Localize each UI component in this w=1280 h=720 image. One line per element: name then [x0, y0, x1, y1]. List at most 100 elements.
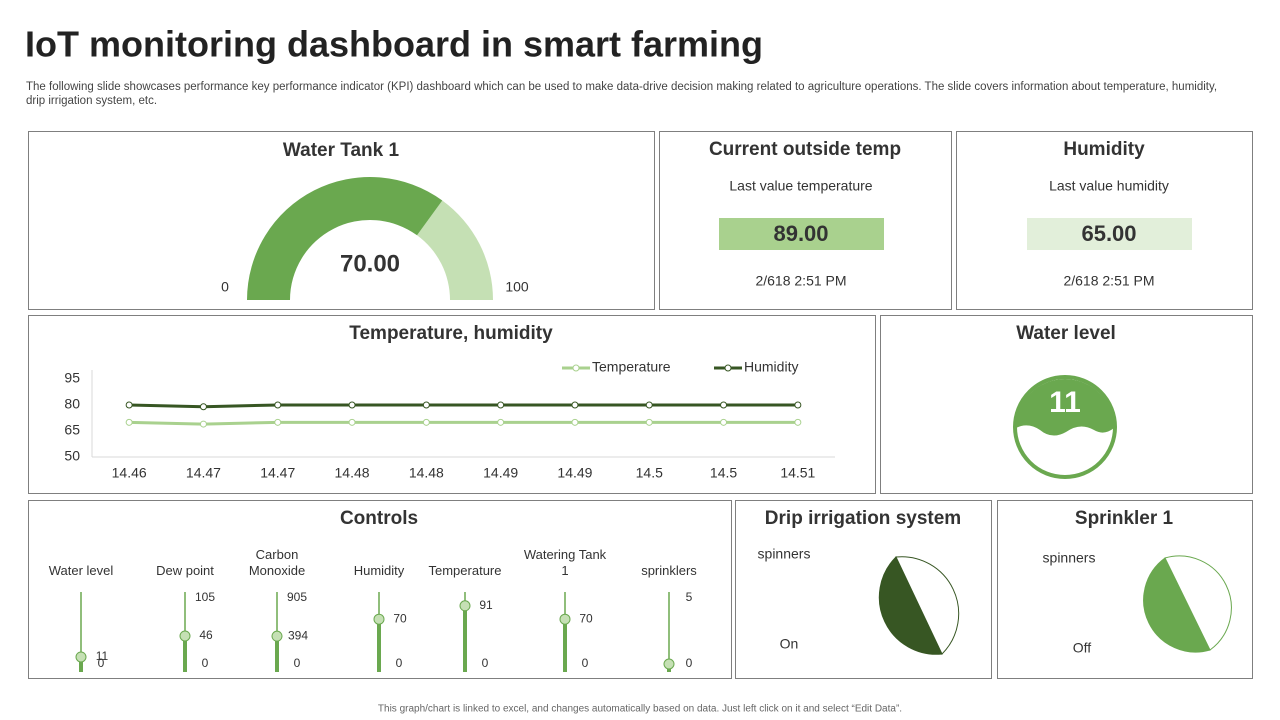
slider-label: sprinklers	[641, 563, 697, 578]
slider-knob[interactable]	[373, 613, 385, 625]
point	[125, 401, 133, 409]
slider-knob[interactable]	[75, 651, 87, 663]
panel	[28, 500, 732, 679]
kpi-value: 65.00	[1081, 221, 1136, 246]
slider-min: 0	[686, 656, 693, 670]
water-level-value: 11	[1049, 386, 1081, 419]
timestamp: 2/618 2:51 PM	[755, 273, 846, 289]
footer: This graph/chart is linked to excel, and…	[378, 704, 902, 715]
x-tick-label: 14.48	[409, 465, 444, 481]
slider-min: 0	[482, 656, 489, 670]
slider-value: 70	[393, 611, 407, 625]
slider-label: Watering Tank 1	[523, 547, 607, 578]
slider-label: Carbon Monoxide	[248, 547, 306, 578]
x-tick-label: 14.5	[710, 465, 737, 481]
slider-label: Dew point	[156, 563, 214, 578]
water-fill	[1016, 379, 1114, 436]
point	[348, 401, 356, 409]
kpi-box	[719, 218, 884, 250]
panel	[997, 500, 1253, 679]
slider-value: 46	[199, 628, 213, 642]
point	[794, 401, 802, 409]
point	[497, 418, 505, 426]
slider-knob[interactable]	[459, 600, 471, 612]
pie-label: spinners	[758, 546, 811, 562]
y-tick-label: 65	[64, 422, 80, 438]
gauge-track	[417, 200, 493, 300]
line	[129, 403, 798, 409]
subtitle: Last value humidity	[1049, 178, 1169, 194]
panel-title: Current outside temp	[709, 139, 901, 160]
panel-title: Water level	[1016, 323, 1116, 344]
kpi-value: 89.00	[773, 221, 828, 246]
slider-label: Temperature	[428, 563, 502, 578]
point	[199, 403, 207, 411]
legend-label: Temperature	[592, 359, 671, 375]
panel	[735, 500, 992, 679]
panel	[659, 131, 952, 310]
slider-min: 0	[396, 656, 403, 670]
legend-label: Humidity	[744, 359, 798, 375]
panel	[880, 315, 1253, 494]
point	[274, 418, 282, 426]
point	[497, 401, 505, 409]
slider-knob[interactable]	[271, 630, 283, 642]
panel-title: Controls	[340, 508, 418, 529]
slider-label: Water level	[48, 563, 114, 578]
panel-title: Drip irrigation system	[765, 508, 961, 529]
status: On	[780, 636, 799, 652]
slider-min: 0	[294, 656, 301, 670]
point	[571, 401, 579, 409]
pie-slice	[1164, 555, 1232, 651]
panel-title: Sprinkler 1	[1075, 508, 1174, 529]
line	[129, 420, 798, 426]
pie-slice	[1143, 557, 1211, 653]
point	[571, 418, 579, 426]
slider-min: 0	[202, 656, 209, 670]
point	[645, 401, 653, 409]
y-tick-label: 50	[64, 448, 80, 464]
slider-min: 0	[98, 656, 105, 670]
slider-value: 394	[288, 628, 308, 642]
legend-marker	[572, 364, 580, 372]
panel-title: Humidity	[1063, 139, 1145, 160]
kpi-box	[1027, 218, 1192, 250]
x-tick-label: 14.5	[636, 465, 663, 481]
panel-title: Temperature, humidity	[349, 323, 553, 344]
slider-label: Humidity	[353, 563, 405, 578]
slider-value: 70	[579, 611, 593, 625]
slider-value: 11	[96, 649, 109, 663]
y-tick-label: 95	[64, 370, 80, 386]
x-tick-label: 14.49	[483, 465, 518, 481]
pie-slice	[878, 556, 943, 655]
point	[125, 418, 133, 426]
point	[422, 418, 430, 426]
x-tick-label: 14.48	[335, 465, 370, 481]
slider-max: 905	[287, 590, 307, 604]
slider-value: 91	[479, 598, 493, 612]
point	[720, 418, 728, 426]
point	[274, 401, 282, 409]
slider-knob[interactable]	[179, 630, 191, 642]
x-tick-label: 14.46	[112, 465, 147, 481]
gauge-value-label: 70.00	[340, 250, 400, 277]
gauge-min: 0	[221, 279, 229, 295]
pie-slice	[895, 556, 960, 655]
status: Off	[1073, 640, 1092, 656]
point	[794, 418, 802, 426]
point	[645, 418, 653, 426]
point	[422, 401, 430, 409]
point	[199, 420, 207, 428]
panel	[956, 131, 1253, 310]
y-tick-label: 80	[64, 396, 80, 412]
slider-knob[interactable]	[559, 613, 571, 625]
slider-knob[interactable]	[663, 658, 675, 670]
gauge-value	[247, 177, 443, 300]
panel-title: Water Tank 1	[283, 140, 400, 161]
x-tick-label: 14.47	[260, 465, 295, 481]
gauge-max: 100	[505, 279, 529, 295]
x-tick-label: 14.49	[557, 465, 592, 481]
title: IoT monitoring dashboard in smart farmin…	[25, 24, 763, 65]
subtitle: Last value temperature	[729, 178, 872, 194]
